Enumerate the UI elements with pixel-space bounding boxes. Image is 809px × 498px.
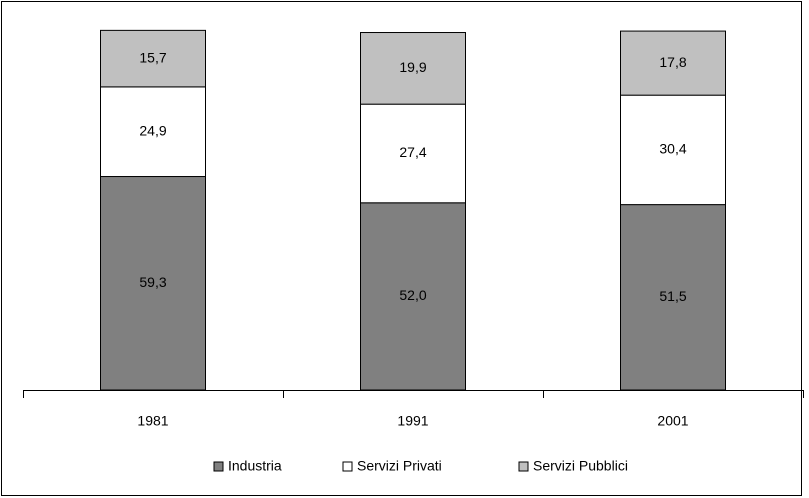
- bar-segment: [100, 29, 206, 88]
- x-tick-label: 2001: [657, 413, 688, 429]
- data-label: 15,7: [139, 49, 166, 65]
- x-tick-label: 1991: [397, 413, 428, 429]
- legend-label: Servizi Pubblici: [533, 458, 628, 474]
- bar-segment: [620, 94, 726, 206]
- bar-segment: [620, 204, 726, 391]
- data-label: 17,8: [659, 54, 686, 70]
- bar-segment: [100, 176, 206, 391]
- data-label: 27,4: [399, 144, 426, 160]
- bar-segment: [620, 30, 726, 96]
- bar-segment: [360, 32, 466, 105]
- legend-swatch: [518, 461, 529, 472]
- x-tick-label: 1981: [137, 413, 168, 429]
- legend-label: Servizi Privati: [357, 458, 442, 474]
- legend-swatch: [342, 461, 353, 472]
- data-label: 52,0: [399, 287, 426, 303]
- data-label: 59,3: [139, 274, 166, 290]
- data-label: 51,5: [659, 288, 686, 304]
- data-label: 30,4: [659, 141, 686, 157]
- data-label: 19,9: [399, 59, 426, 75]
- legend-label: Industria: [228, 458, 282, 474]
- legend-swatch: [213, 461, 224, 472]
- data-label: 24,9: [139, 122, 166, 138]
